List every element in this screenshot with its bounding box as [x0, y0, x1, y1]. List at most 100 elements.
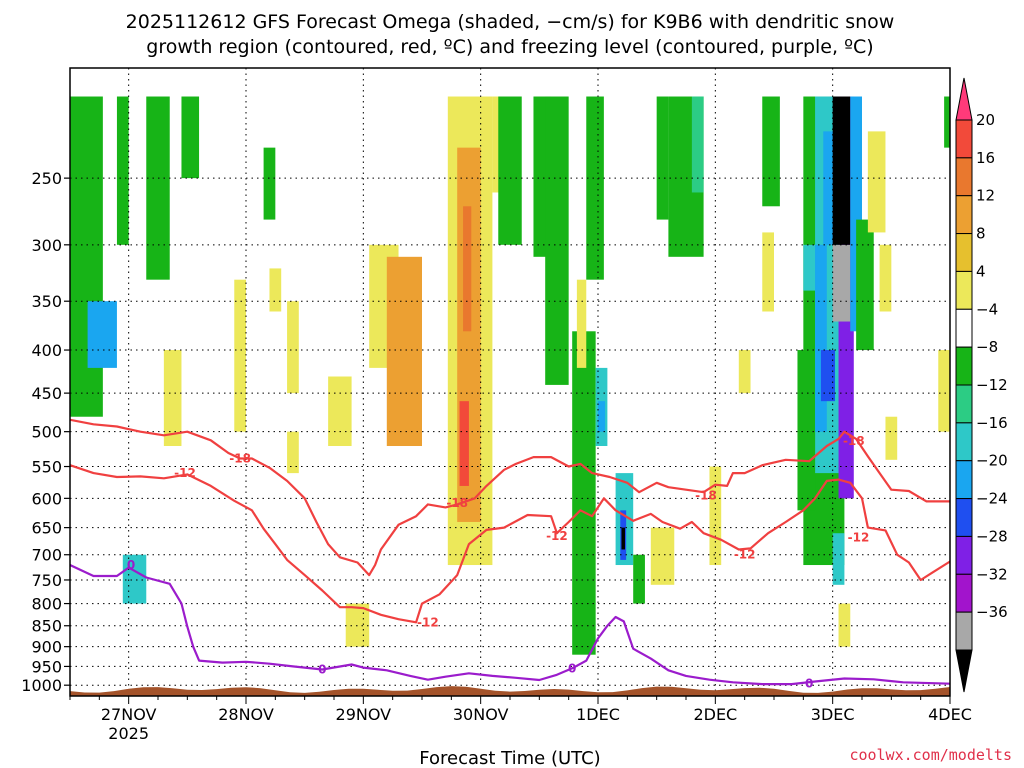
colorbar-swatch [955, 422, 973, 462]
colorbar: 20 16 12 8 4 −4 −8 −12 −16 −20 −24 −28 −32 −36 [955, 77, 1008, 693]
contour-label: 0 [805, 676, 813, 690]
x-tick-label: 1DEC [576, 705, 620, 724]
temperature-contours: -18 -18 -18 -18 -12 -12 -12 -12 -12 0 0 0 0 [70, 418, 950, 690]
colorbar-swatch [955, 384, 973, 424]
omega-patch [832, 244, 851, 322]
colorbar-swatch [955, 157, 973, 197]
omega-patch [803, 244, 816, 291]
y-tick-label: 450 [31, 384, 62, 403]
y-tick-label: 300 [31, 236, 62, 255]
omega-patch [263, 147, 276, 220]
contour-label: -18 [446, 496, 468, 510]
x-tick-label: 28NOV [218, 705, 274, 724]
omega-patch [545, 96, 569, 385]
omega-patch [459, 401, 469, 486]
omega-patch [234, 279, 246, 432]
omega-patch [287, 431, 299, 474]
omega-patch [398, 290, 417, 368]
colorbar-label: −12 [976, 376, 1008, 394]
credit-text: coolwx.com/modelts [849, 746, 1012, 764]
omega-patch [709, 466, 722, 566]
colorbar-swatch [955, 498, 973, 537]
colorbar-label: −8 [976, 338, 998, 356]
colorbar-label: −4 [976, 300, 998, 318]
y-tick-label: 750 [31, 571, 62, 590]
omega-patch [867, 131, 886, 233]
omega-patch [181, 96, 200, 179]
colorbar-swatch [955, 535, 973, 575]
y-tick-label: 800 [31, 595, 62, 614]
omega-shading [70, 96, 950, 655]
x-tick-label: 30NOV [453, 705, 509, 724]
omega-patch [163, 350, 182, 447]
x-tick-label: 2DEC [693, 705, 737, 724]
contour-label: -18 [695, 488, 717, 502]
grid-lines [70, 68, 950, 696]
y-tick-label: 500 [31, 423, 62, 442]
x-tick-label: 4DEC [928, 705, 972, 724]
y-tick-label: 550 [31, 458, 62, 477]
pressure-axis: 250 300 350 400 450 500 550 600 650 700 750 800 850 9… [21, 169, 70, 695]
colorbar-label: −20 [976, 452, 1008, 470]
x-tick-label: 3DEC [811, 705, 855, 724]
colorbar-label: 8 [976, 225, 986, 243]
x-tick-label: 29NOV [336, 705, 392, 724]
omega-patch [572, 331, 596, 655]
omega-patch [87, 301, 117, 368]
contour-label: 0 [127, 558, 135, 572]
colorbar-swatch [955, 308, 973, 348]
omega-patch [498, 96, 522, 245]
colorbar-swatch [955, 460, 973, 500]
contour-label: -12 [734, 548, 756, 562]
chart-title-line-2: growth region (contoured, red, ºC) and f… [146, 36, 873, 58]
omega-patch [70, 96, 103, 417]
omega-patch [633, 554, 645, 604]
omega-patch [269, 268, 282, 312]
omega-patch [850, 96, 862, 332]
y-tick-label: 350 [31, 292, 62, 311]
omega-patch [820, 350, 836, 402]
colorbar-top-arrow [955, 77, 973, 121]
omega-patch [116, 96, 129, 245]
contour-label: -12 [546, 529, 568, 543]
y-tick-label: 400 [31, 341, 62, 360]
colorbar-label: −32 [976, 565, 1008, 583]
colorbar-label: 4 [976, 262, 986, 280]
contour-label: 0 [318, 662, 326, 676]
y-tick-label: 900 [31, 638, 62, 657]
omega-patch [598, 401, 606, 432]
omega-patch [650, 527, 675, 585]
colorbar-label: −28 [976, 527, 1008, 545]
x-tick-label: 27NOV [101, 705, 157, 724]
plot-area: -18 -18 -18 -18 -12 -12 -12 -12 -12 0 0 0 0 [70, 68, 950, 696]
y-tick-label: 650 [31, 519, 62, 538]
chart-title-line-1: 2025112612 GFS Forecast Omega (shaded, −… [126, 11, 895, 33]
omega-patch [797, 350, 816, 511]
colorbar-label: −36 [976, 603, 1008, 621]
contour-label: -18 [843, 434, 865, 448]
omega-patch [762, 96, 780, 207]
contour-line [70, 418, 950, 577]
contour-label: -12 [417, 615, 439, 629]
contour-line [70, 464, 950, 624]
y-tick-label: 600 [31, 489, 62, 508]
colorbar-bottom-arrow [955, 649, 973, 693]
colorbar-swatch [955, 270, 973, 310]
ground-fill [70, 686, 950, 696]
omega-patch [879, 244, 892, 312]
omega-patch [762, 232, 774, 312]
colorbar-label: 12 [976, 187, 995, 205]
omega-patch [287, 301, 299, 394]
colorbar-label: −24 [976, 490, 1008, 508]
y-tick-label: 850 [31, 617, 62, 636]
y-tick-label: 250 [31, 169, 62, 188]
omega-patch [576, 279, 587, 368]
omega-patch [738, 350, 751, 394]
contour-label: -12 [848, 531, 870, 545]
colorbar-swatch [955, 195, 973, 235]
contour-label: -12 [174, 466, 196, 480]
contour-line [70, 564, 950, 686]
colorbar-swatch [955, 119, 973, 159]
